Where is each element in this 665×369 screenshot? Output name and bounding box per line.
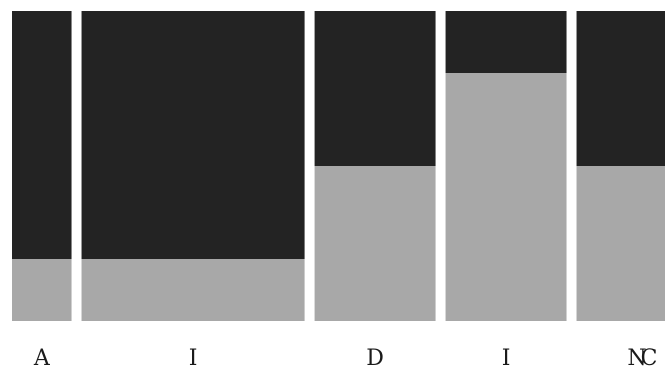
bar-segment-1-lower bbox=[12, 259, 72, 321]
x-tick-label-4: I bbox=[502, 346, 511, 369]
bar-segment-4-upper bbox=[445, 11, 567, 73]
x-tick-label-6: C bbox=[641, 346, 658, 369]
bars-group bbox=[12, 11, 665, 321]
x-tick-label-5: N bbox=[627, 346, 646, 369]
bar-segment-5-upper bbox=[576, 11, 665, 166]
x-tick-label-2: I bbox=[189, 346, 198, 369]
bar-segment-5-lower bbox=[576, 166, 665, 321]
bar-segment-2-lower bbox=[81, 259, 305, 321]
bar-segment-4-lower bbox=[445, 73, 567, 321]
bar-segment-3-upper bbox=[314, 11, 436, 166]
bar-segment-2-upper bbox=[81, 11, 305, 259]
x-tick-labels: A I D I NC bbox=[33, 346, 658, 369]
bar-segment-1-upper bbox=[12, 11, 72, 259]
bar-segment-3-lower bbox=[314, 166, 436, 321]
x-tick-label-1: A bbox=[33, 346, 51, 369]
x-tick-label-3: D bbox=[366, 346, 384, 369]
